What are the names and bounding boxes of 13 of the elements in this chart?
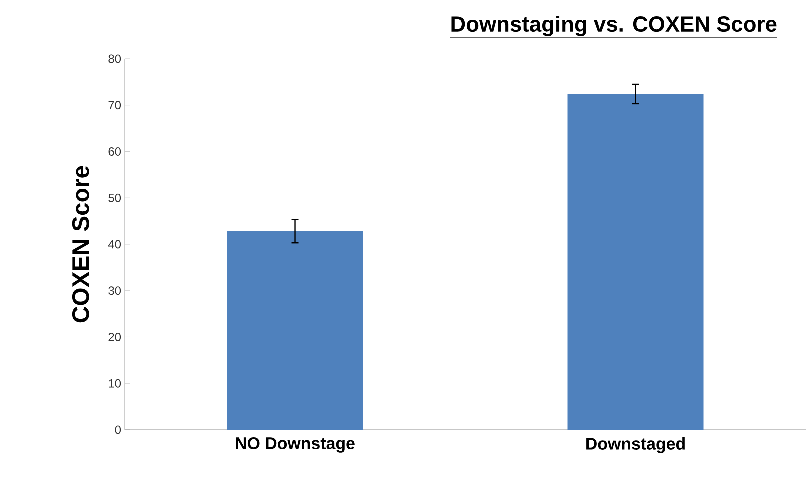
y-tick-label: 10 bbox=[109, 379, 122, 388]
x-tick-label: Downstaged bbox=[586, 438, 685, 454]
x-tick-label: NO Downstage bbox=[236, 438, 355, 453]
y-tick-label: 0 bbox=[115, 426, 122, 434]
y-tick-label: 40 bbox=[108, 240, 122, 249]
y-tick-label: 60 bbox=[108, 148, 122, 156]
y-tick-label: 70 bbox=[108, 101, 122, 110]
y-tick-label: 80 bbox=[108, 54, 122, 64]
y-axis-title: COXEN Score bbox=[72, 166, 90, 323]
chart-title: Downstaging vs. COXEN Score bbox=[452, 16, 777, 36]
y-tick-label: 30 bbox=[108, 286, 122, 296]
y-tick-label: 20 bbox=[108, 333, 122, 342]
y-tick-label: 50 bbox=[108, 194, 122, 202]
